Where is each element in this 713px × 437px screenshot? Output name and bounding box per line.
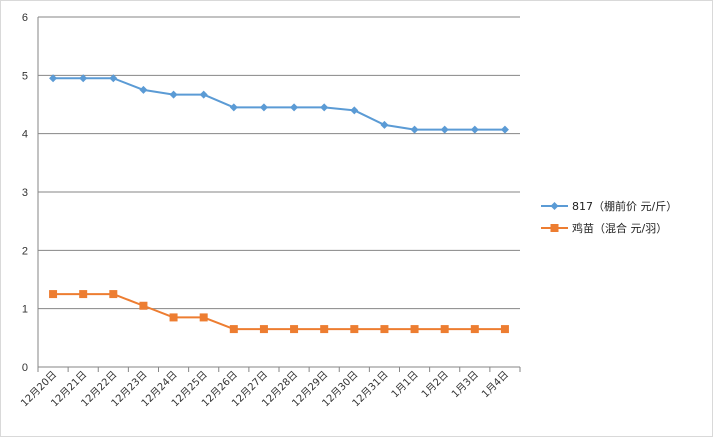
y-tick-label: 4 <box>22 129 28 141</box>
legend-label-2: 鸡苗（混合 元/羽） <box>572 221 667 235</box>
data-point-series-1 <box>139 85 148 94</box>
y-axis-ticks: 0 1 2 3 4 5 6 <box>22 12 28 374</box>
x-tick-label: 1月4日 <box>479 369 511 401</box>
series-line-1 <box>53 77 505 131</box>
data-point-series-2 <box>229 325 238 334</box>
x-axis-ticks: 12月20日12月21日12月22日12月23日12月24日12月25日12月2… <box>19 369 512 410</box>
data-point-series-1 <box>440 125 449 134</box>
series-layer <box>49 74 509 334</box>
data-point-series-1 <box>199 90 208 99</box>
axes <box>37 17 521 372</box>
data-point-series-2 <box>380 325 389 334</box>
data-point-series-1 <box>470 125 479 134</box>
legend-marker-2 <box>550 224 559 232</box>
data-point-series-1 <box>350 106 359 115</box>
data-point-series-2 <box>290 325 299 334</box>
legend: 817（棚前价 元/斤） 鸡苗（混合 元/羽） <box>541 199 677 235</box>
x-tick-label: 1月1日 <box>389 369 421 401</box>
data-point-series-1 <box>410 125 419 134</box>
y-tick-label: 5 <box>22 70 28 82</box>
data-point-series-2 <box>169 313 178 322</box>
y-tick-label: 1 <box>22 304 28 316</box>
data-point-series-2 <box>470 325 479 334</box>
data-point-series-2 <box>49 290 58 299</box>
data-point-series-2 <box>320 325 329 334</box>
data-point-series-2 <box>410 325 419 334</box>
y-tick-label: 6 <box>22 12 28 24</box>
data-point-series-2 <box>259 325 268 334</box>
data-point-series-1 <box>259 103 268 112</box>
y-tick-label: 0 <box>22 362 28 374</box>
data-point-series-1 <box>500 125 509 134</box>
data-point-series-1 <box>229 103 238 112</box>
data-point-series-2 <box>199 313 208 322</box>
data-point-series-1 <box>169 90 178 99</box>
data-point-series-1 <box>290 103 299 112</box>
data-point-series-2 <box>109 290 118 299</box>
data-point-series-1 <box>320 103 329 112</box>
data-point-series-1 <box>380 120 389 129</box>
data-point-series-2 <box>139 301 148 310</box>
gridlines <box>38 16 520 310</box>
legend-marker-1 <box>550 202 559 210</box>
x-tick-label: 1月3日 <box>449 369 481 401</box>
data-point-series-1 <box>109 74 118 83</box>
data-point-series-2 <box>350 325 359 334</box>
legend-label-1: 817（棚前价 元/斤） <box>572 199 677 213</box>
data-point-series-2 <box>79 290 88 299</box>
data-point-series-1 <box>79 74 88 83</box>
data-point-series-2 <box>440 325 449 334</box>
y-tick-label: 2 <box>22 245 28 257</box>
x-tick-label: 1月2日 <box>419 369 451 401</box>
data-point-series-1 <box>49 74 58 83</box>
series-line-2 <box>53 293 505 331</box>
y-tick-label: 3 <box>22 187 28 199</box>
data-point-series-2 <box>500 325 509 334</box>
